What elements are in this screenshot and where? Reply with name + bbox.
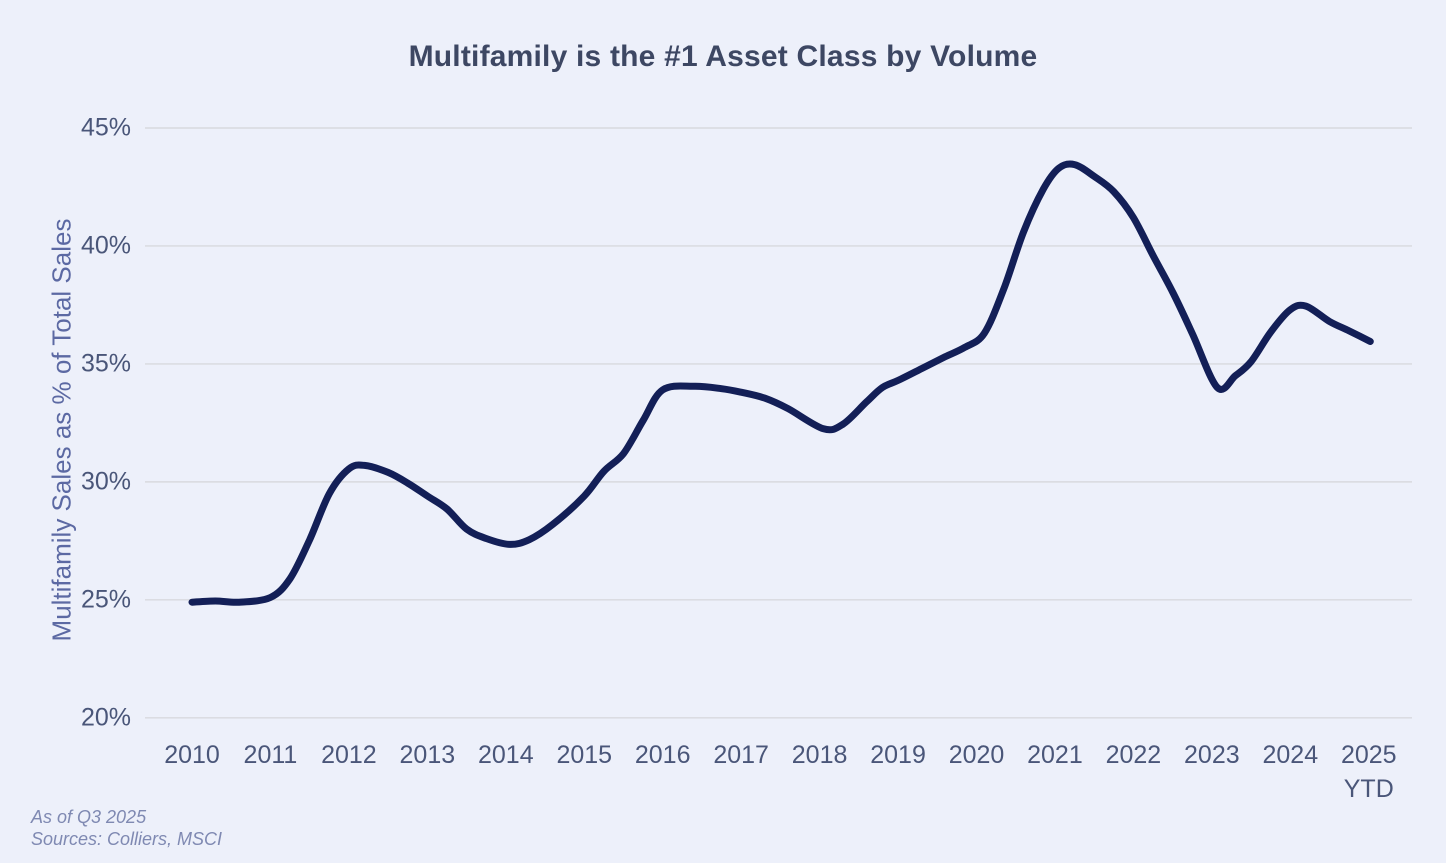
x-tick-label: 2025 YTD [1314, 738, 1424, 806]
footnote: As of Q3 2025 Sources: Colliers, MSCI [31, 806, 222, 850]
x-tick-label-line: 2012 [321, 741, 377, 769]
y-tick-label: 35% [80, 349, 131, 378]
x-tick-label-line: 2017 [713, 741, 769, 769]
chart-title: Multifamily is the #1 Asset Class by Vol… [408, 40, 1038, 73]
x-tick-label: 2011 [215, 738, 325, 772]
x-tick-label: 2020 [922, 738, 1032, 772]
x-tick-label: 2013 [372, 738, 482, 772]
x-tick-label-line: 2025 [1340, 741, 1397, 769]
x-tick-label: 2019 [843, 738, 953, 772]
x-tick-label: 2023 [1157, 738, 1267, 772]
x-tick-label-line: 2013 [399, 741, 456, 769]
x-tick-label: 2024 [1235, 738, 1345, 772]
x-tick-label: 2012 [294, 738, 404, 772]
x-tick-label-line: 2024 [1262, 741, 1319, 769]
x-tick-label: 2014 [451, 738, 561, 772]
x-tick-label-line: 2023 [1184, 741, 1240, 769]
x-tick-label-line: 2018 [791, 741, 848, 769]
x-tick-label-line: 2011 [243, 741, 298, 769]
y-tick-label: 40% [80, 231, 131, 260]
x-tick-label-line: 2010 [164, 741, 220, 769]
y-tick-label: 45% [80, 113, 131, 142]
x-tick-label: 2010 [137, 738, 247, 772]
x-tick-label-line: 2019 [870, 741, 926, 769]
as-of-note: As of Q3 2025 [31, 807, 147, 827]
y-tick-label: 25% [80, 585, 131, 614]
x-tick-label-line: 2020 [948, 741, 1005, 769]
x-tick-label-line: 2016 [634, 741, 691, 769]
x-tick-label: 2017 [686, 738, 796, 772]
x-tick-label-line: 2021 [1027, 741, 1083, 769]
x-tick-label-line: YTD [1343, 775, 1394, 803]
x-tick-label: 2021 [1000, 738, 1110, 772]
x-tick-label-line: 2022 [1105, 741, 1162, 769]
x-tick-label-line: 2015 [556, 741, 613, 769]
x-tick-label: 2016 [608, 738, 718, 772]
x-tick-label: 2018 [765, 738, 875, 772]
x-tick-label-line: 2014 [477, 741, 534, 769]
x-tick-label: 2015 [529, 738, 639, 772]
multifamily-share-line [188, 160, 1374, 606]
sources-note: Sources: Colliers, MSCI [31, 829, 223, 849]
y-tick-label: 30% [80, 467, 131, 496]
x-tick-label: 2022 [1078, 738, 1188, 772]
y-tick-label: 20% [80, 703, 131, 732]
